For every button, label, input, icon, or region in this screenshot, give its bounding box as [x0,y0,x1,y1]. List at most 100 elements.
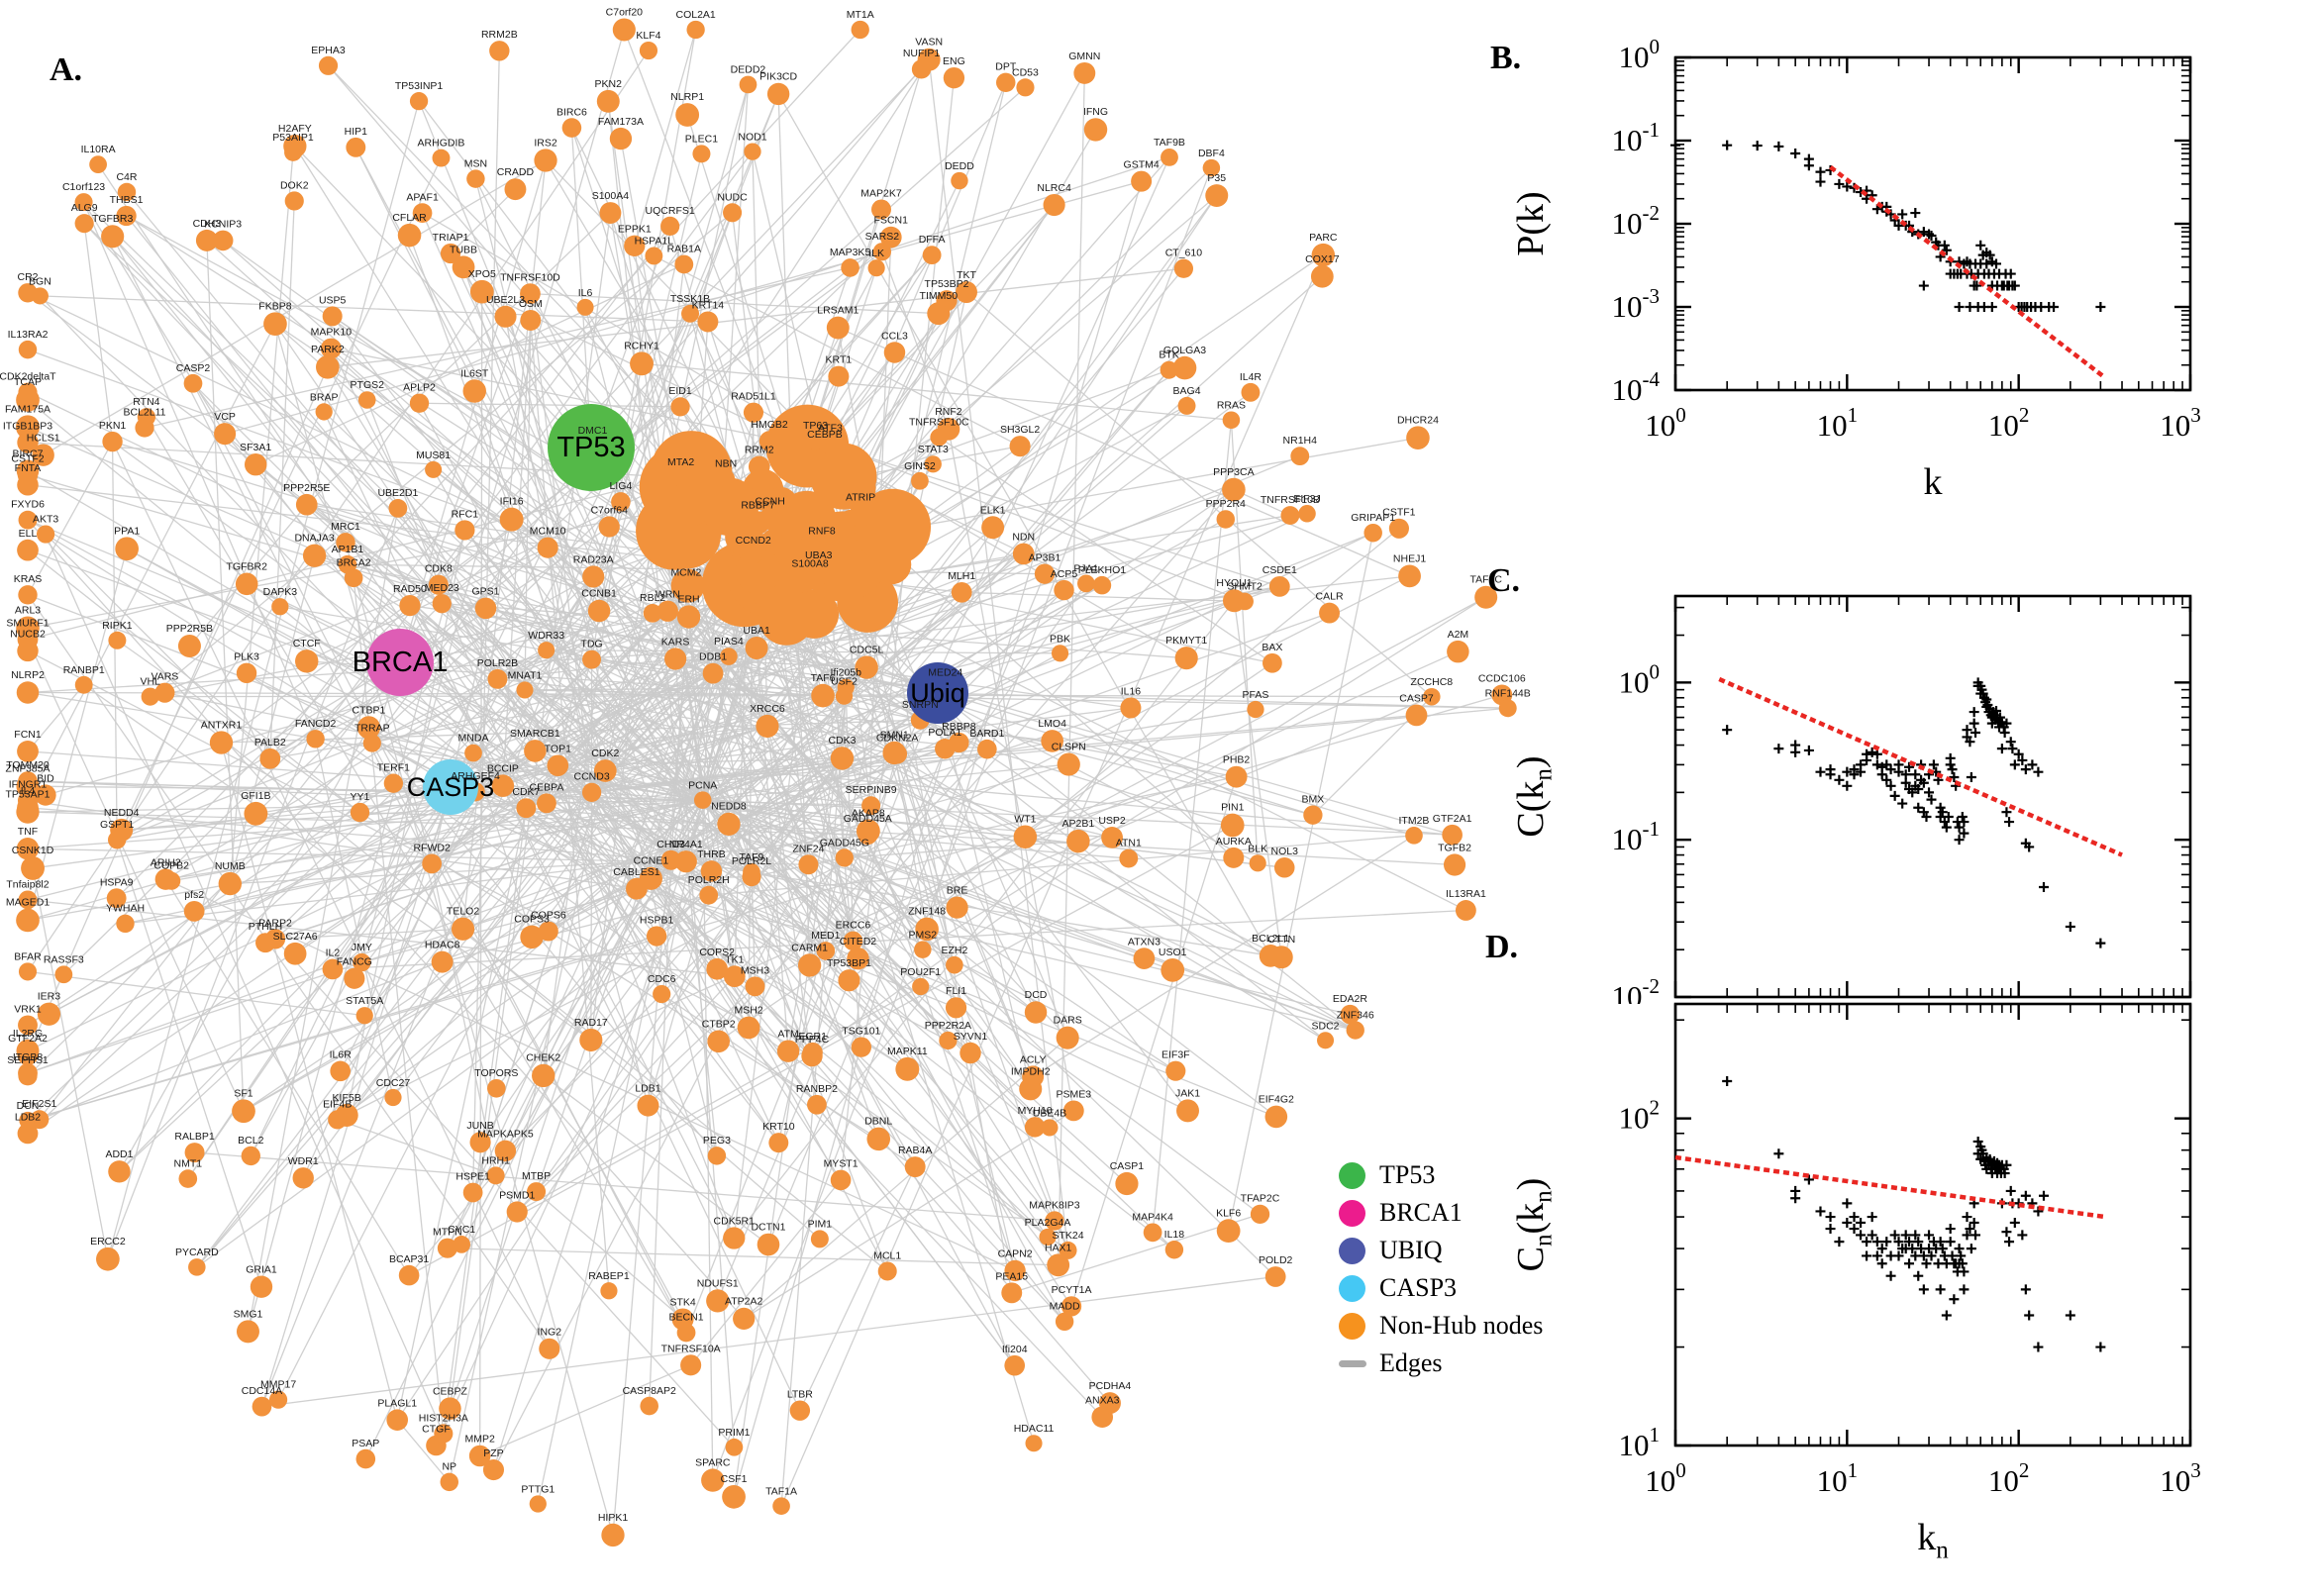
network-node[interactable] [539,1338,560,1359]
network-node[interactable] [412,203,433,223]
network-node[interactable] [35,784,56,806]
network-node[interactable] [494,1140,517,1162]
network-node[interactable] [676,1323,696,1343]
network-node[interactable] [356,716,381,740]
network-node[interactable] [1009,436,1031,457]
network-node[interactable] [16,681,40,704]
network-node[interactable] [17,432,39,453]
network-node[interactable] [701,1468,725,1492]
network-node[interactable] [524,740,547,762]
network-node[interactable] [19,1111,37,1130]
network-node[interactable] [18,585,38,605]
network-node[interactable] [440,1472,459,1492]
network-node[interactable] [612,18,636,42]
network-node[interactable] [1077,574,1095,593]
network-node[interactable] [259,748,281,769]
network-node[interactable] [527,1182,547,1202]
network-node[interactable] [252,1396,272,1417]
network-node[interactable] [937,417,960,441]
network-node[interactable] [440,243,461,264]
network-node[interactable] [487,1078,506,1098]
network-node[interactable] [837,678,855,696]
network-node[interactable] [54,965,73,984]
network-node[interactable] [1498,699,1517,718]
network-node[interactable] [115,537,139,561]
network-node[interactable] [949,732,969,753]
network-node[interactable] [17,539,39,561]
network-node[interactable] [328,1110,348,1130]
network-node[interactable] [806,560,831,585]
network-node[interactable] [1004,1354,1026,1376]
network-node[interactable] [1398,564,1421,588]
network-node[interactable] [579,1028,603,1052]
network-node[interactable] [538,921,558,942]
network-node[interactable] [399,594,421,617]
network-node[interactable] [1303,805,1323,825]
network-node[interactable] [141,687,159,706]
network-node[interactable] [640,1396,658,1416]
network-node[interactable] [697,311,719,333]
network-node[interactable] [1280,506,1300,525]
network-node[interactable] [397,223,422,248]
network-node[interactable] [537,793,556,814]
network-node[interactable] [346,137,366,157]
network-node[interactable] [538,642,556,659]
network-node[interactable] [1034,563,1056,584]
network-node[interactable] [16,838,40,860]
network-node[interactable] [599,202,622,225]
network-node[interactable] [1047,1253,1070,1277]
network-node[interactable] [295,649,319,673]
network-node[interactable] [1202,158,1221,177]
network-node[interactable] [915,917,939,942]
network-node[interactable] [1216,510,1236,529]
network-node[interactable] [946,896,968,919]
network-node[interactable] [816,942,836,960]
network-node[interactable] [611,492,631,512]
network-node[interactable] [250,1275,273,1298]
network-node[interactable] [1264,1266,1286,1287]
network-node[interactable] [1223,847,1245,868]
network-node[interactable] [439,1397,461,1420]
network-node[interactable] [18,962,38,981]
network-node[interactable] [745,637,768,660]
network-node[interactable] [74,214,94,234]
network-node[interactable] [670,397,690,417]
network-node[interactable] [1057,752,1080,776]
network-node[interactable] [1083,118,1108,142]
network-node[interactable] [895,1056,920,1081]
network-node[interactable] [758,507,781,531]
network-node[interactable] [1024,1117,1046,1138]
network-node[interactable] [810,1230,829,1248]
network-node[interactable] [184,1143,205,1163]
network-node[interactable] [851,20,869,40]
network-node[interactable] [717,812,741,837]
network-node[interactable] [609,127,633,150]
network-node[interactable] [437,1238,457,1258]
network-node[interactable] [101,225,125,249]
network-node[interactable] [295,493,318,516]
network-node[interactable] [645,247,663,265]
network-node[interactable] [756,714,779,739]
network-node[interactable] [626,877,648,900]
network-node[interactable] [744,546,762,564]
network-node[interactable] [428,574,449,595]
network-node[interactable] [956,281,977,304]
network-node[interactable] [847,948,869,970]
network-node[interactable] [1298,505,1316,523]
network-node[interactable] [1268,575,1290,597]
network-node[interactable] [1059,1241,1077,1259]
network-node[interactable] [798,854,819,875]
network-node[interactable] [1222,411,1241,430]
network-node[interactable] [107,831,127,849]
network-node[interactable] [489,41,510,61]
network-node[interactable] [520,925,544,949]
network-node[interactable] [212,230,234,251]
network-node[interactable] [1119,848,1139,868]
network-node[interactable] [117,182,137,202]
network-node[interactable] [1319,602,1340,624]
network-node[interactable] [386,1409,409,1432]
network-node[interactable] [1120,697,1142,719]
network-node[interactable] [1222,477,1246,502]
network-node[interactable] [867,259,885,277]
network-node[interactable] [18,1015,38,1036]
